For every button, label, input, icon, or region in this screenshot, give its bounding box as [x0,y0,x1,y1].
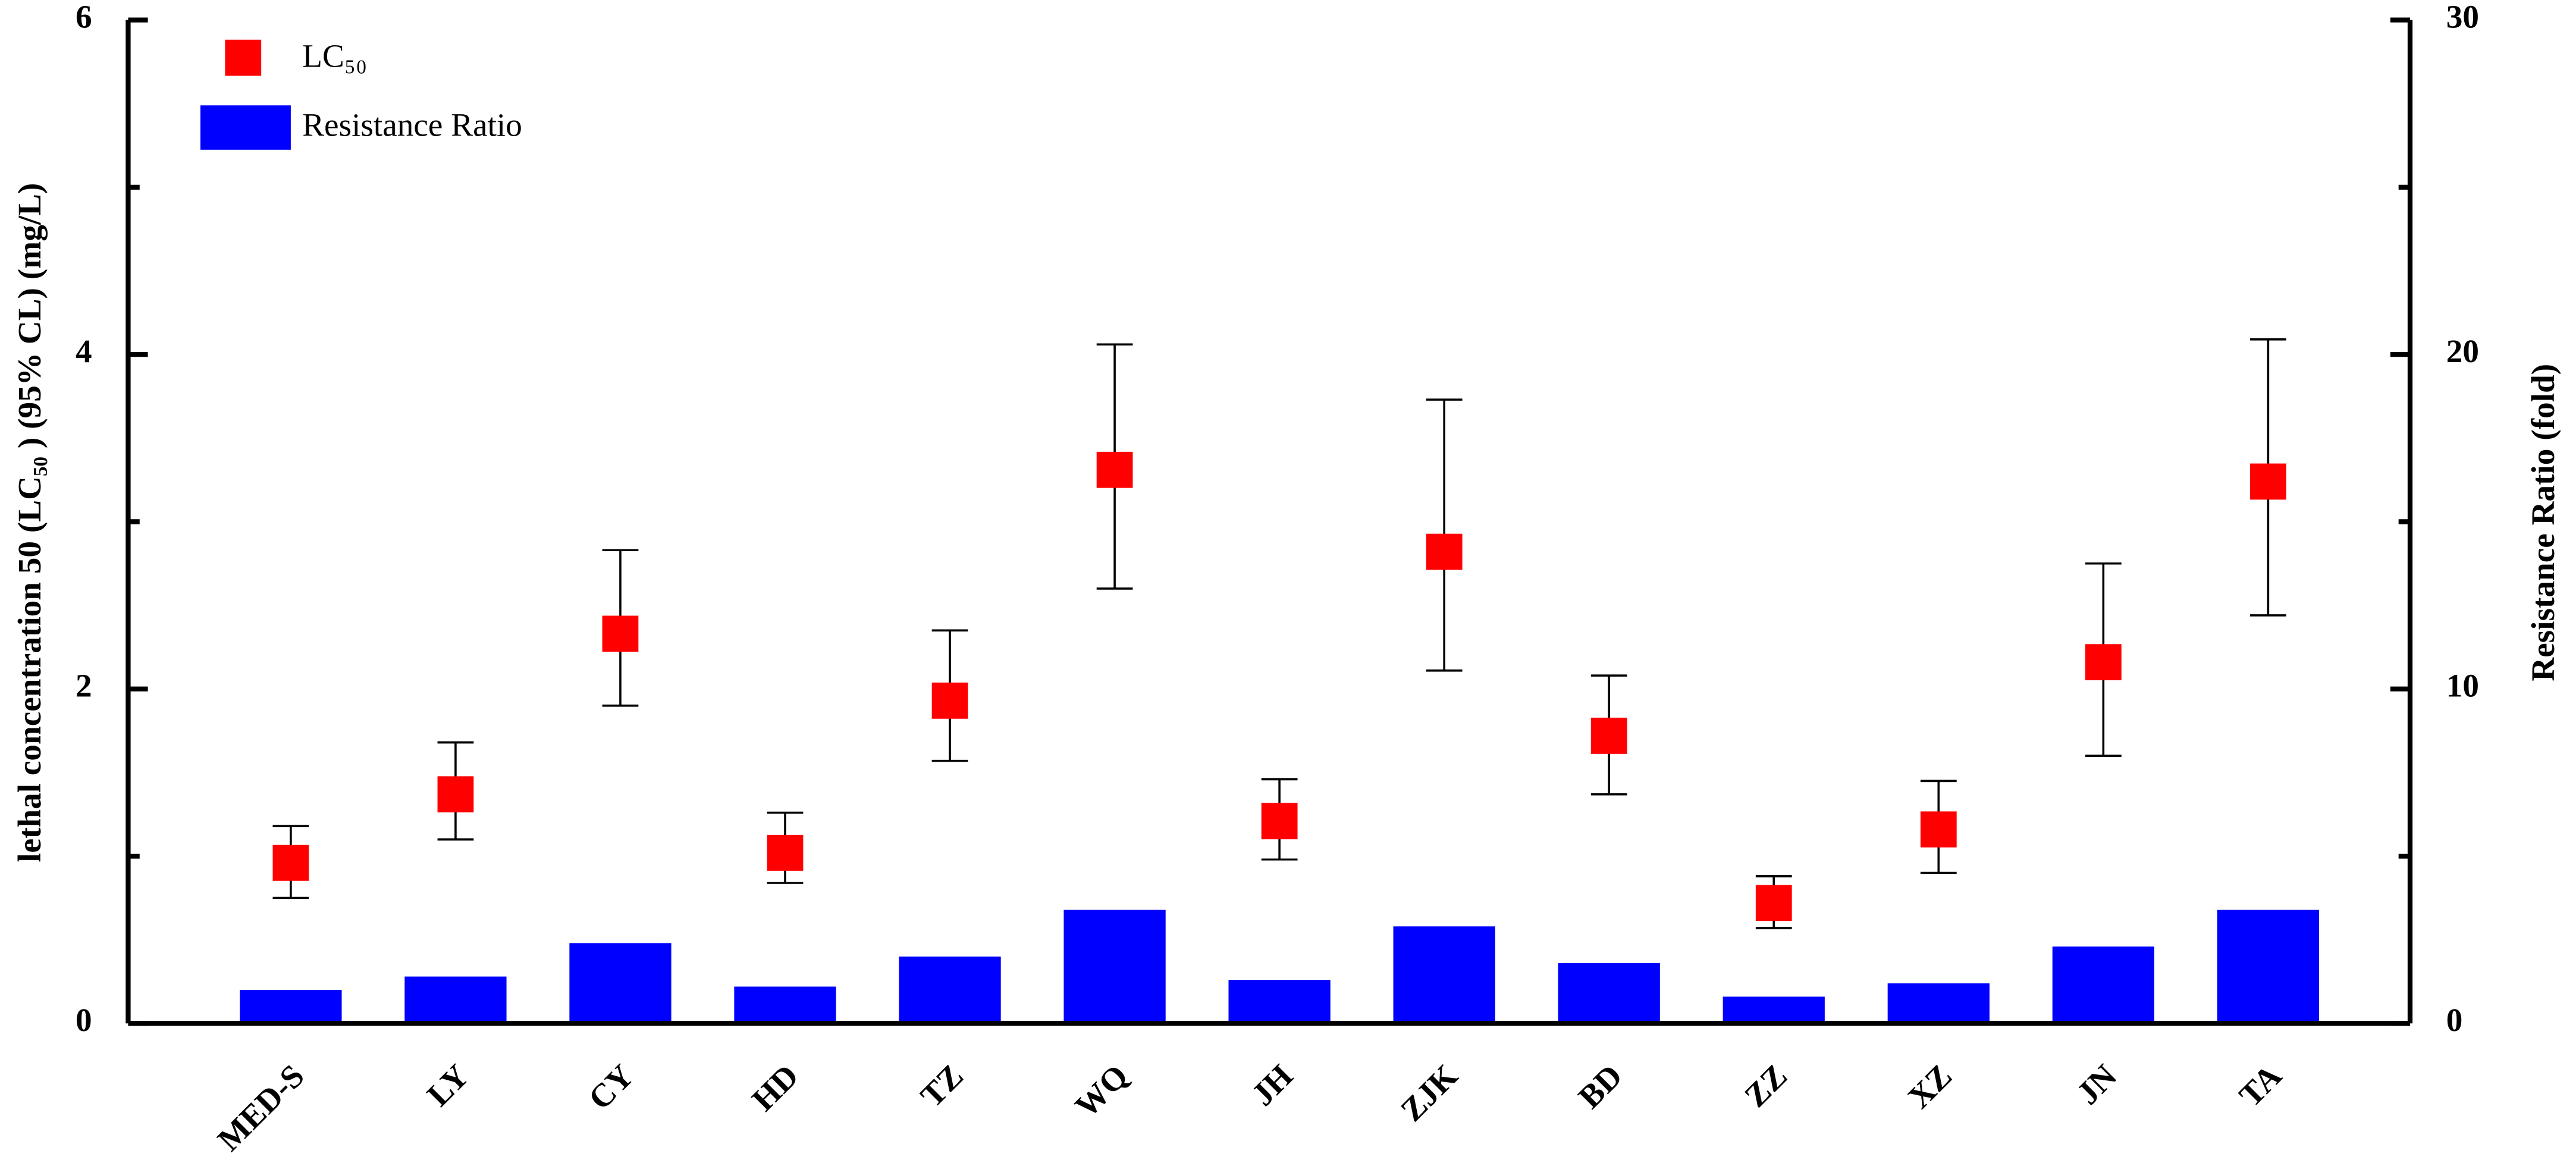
y-axis-label: lethal concentration 50 (LC₅₀ ) (95% CL)… [11,183,48,862]
y-tick-label: 6 [76,0,92,34]
bar [1228,980,1331,1024]
bar [404,976,507,1024]
legend-swatch [225,39,262,76]
x-tick-label: WQ [1068,1057,1135,1124]
point [2085,644,2122,681]
x-tick-label: MED-S [211,1057,311,1158]
legend-swatch [200,105,291,150]
y2-tick-label: 20 [2446,333,2479,369]
bar [1558,963,1660,1024]
legend-label: LC₅₀ [302,38,367,74]
bar [2217,910,2320,1024]
y-tick-label: 2 [76,667,92,703]
y2-tick-label: 30 [2446,0,2479,34]
x-tick-label: XZ [1901,1057,1959,1115]
x-tick-label: BD [1571,1057,1629,1115]
bar [1393,926,1495,1024]
point [437,776,474,813]
bar [1063,910,1166,1024]
x-tick-label: ZZ [1737,1057,1794,1114]
bar [569,943,672,1024]
point [767,834,804,871]
legend-label: Resistance Ratio [302,107,522,143]
y-tick-label: 0 [76,1002,92,1038]
point [2249,463,2286,500]
y2-axis-label: Resistance Ratio (fold) [2525,364,2561,681]
y2-tick-label: 0 [2446,1002,2463,1038]
point [1096,451,1133,488]
x-tick-label: HD [745,1057,805,1118]
x-tick-label: JN [2069,1057,2123,1111]
bar [899,956,1001,1024]
point [1590,718,1627,754]
bar [1887,983,1990,1024]
bar [240,990,342,1024]
point [602,615,639,652]
x-tick-label: ZJK [1394,1057,1464,1128]
x-tick-label: JH [1244,1057,1300,1112]
y-tick-label: 4 [76,333,92,369]
x-tick-label: TA [2232,1057,2289,1114]
point [1755,885,1792,922]
point [931,683,968,719]
bar [734,986,836,1024]
point [1920,811,1957,848]
point [1261,803,1298,840]
bar [1722,996,1825,1024]
y2-tick-label: 10 [2446,667,2479,703]
point [1426,533,1463,570]
bar [2052,946,2154,1024]
x-tick-label: LY [420,1057,476,1113]
x-tick-label: CY [581,1057,641,1117]
point [272,844,309,881]
x-tick-label: TZ [914,1057,970,1114]
